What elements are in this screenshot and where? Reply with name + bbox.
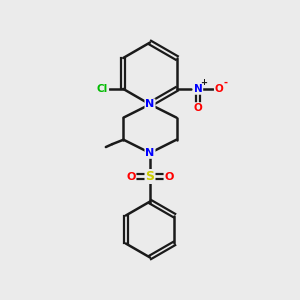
Text: -: -: [224, 77, 228, 87]
Text: N: N: [194, 84, 202, 94]
Text: O: O: [215, 84, 224, 94]
Text: N: N: [146, 148, 154, 158]
Text: Cl: Cl: [97, 84, 108, 94]
Text: N: N: [146, 99, 154, 110]
Text: O: O: [164, 172, 174, 182]
Text: O: O: [194, 103, 202, 113]
Text: S: S: [146, 170, 154, 183]
Text: O: O: [126, 172, 136, 182]
Text: +: +: [200, 78, 207, 87]
